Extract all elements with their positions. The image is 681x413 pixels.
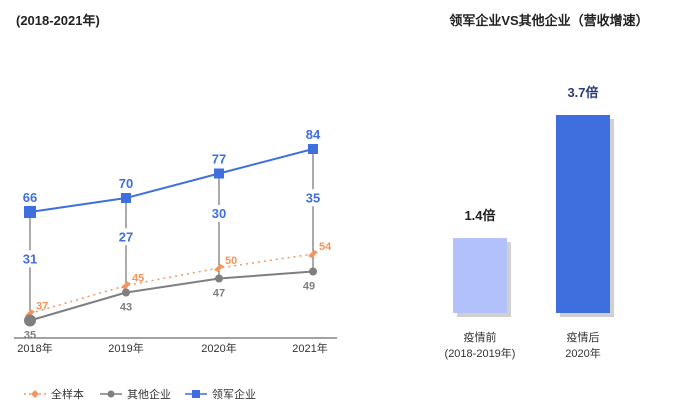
bar-category-label: 疫情前 — [464, 330, 497, 344]
gap-value-label: 30 — [212, 206, 226, 221]
bar-category-sublabel: (2018-2019年) — [445, 346, 516, 360]
full-sample-value-label: 50 — [225, 255, 237, 267]
legend-marker — [31, 390, 39, 398]
others-marker — [309, 267, 317, 276]
full-sample-value-label: 54 — [319, 241, 332, 253]
legend-label: 领军企业 — [212, 387, 256, 401]
series-line-2 — [29, 270, 314, 322]
left-chart-title: (2018-2021年) — [16, 13, 100, 28]
x-tick-label: 2018年 — [17, 341, 52, 355]
others-value-label: 47 — [213, 288, 225, 300]
gap-label-bg — [303, 189, 323, 207]
bar — [556, 115, 610, 313]
gap-value-label: 31 — [23, 251, 37, 266]
full-sample-value-label: 37 — [36, 301, 48, 313]
series-line-1 — [29, 253, 314, 315]
legend-label: 其他企业 — [127, 387, 171, 401]
others-value-label: 43 — [120, 302, 132, 314]
leader-marker — [121, 193, 131, 203]
leader-value-label: 84 — [306, 127, 321, 142]
others-marker — [24, 314, 36, 327]
others-value-label: 49 — [303, 281, 315, 293]
bar-category-sublabel: 2020年 — [565, 346, 600, 360]
gap-label-bg — [116, 228, 136, 246]
gap-value-label: 35 — [306, 190, 320, 205]
legend-marker — [192, 390, 200, 398]
x-tick-label: 2019年 — [108, 341, 143, 355]
series-line-0 — [29, 148, 314, 213]
leader-value-label: 70 — [119, 176, 133, 191]
gap-label-bg — [20, 250, 40, 268]
full-sample-marker — [308, 250, 318, 258]
right-chart-title: 领军企业VS其他企业（营收增速） — [449, 13, 649, 28]
bar-category-label: 疫情后 — [567, 330, 600, 344]
leader-value-label: 66 — [23, 190, 37, 205]
full-sample-marker — [214, 264, 224, 272]
gap-label-bg — [209, 205, 229, 222]
gap-value-label: 27 — [119, 229, 133, 244]
leader-marker — [214, 168, 224, 179]
full-sample-marker — [121, 281, 131, 290]
legend-label: 全样本 — [51, 387, 84, 401]
others-marker — [122, 288, 130, 297]
bar — [453, 238, 507, 313]
bar-value-label: 3.7倍 — [567, 85, 598, 100]
full-sample-value-label: 45 — [132, 273, 144, 285]
x-tick-label: 2020年 — [201, 341, 236, 355]
leader-marker — [308, 144, 318, 154]
others-marker — [215, 274, 223, 283]
legend-marker — [107, 390, 115, 398]
others-value-label: 35 — [24, 330, 36, 342]
leader-value-label: 77 — [212, 152, 226, 167]
leader-marker — [24, 206, 36, 218]
bar-value-label: 1.4倍 — [464, 208, 495, 223]
x-tick-label: 2021年 — [292, 341, 327, 355]
